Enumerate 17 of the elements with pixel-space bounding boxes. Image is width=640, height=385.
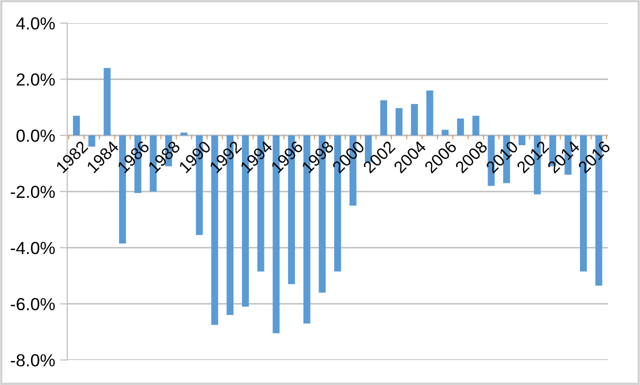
bar <box>180 132 188 136</box>
y-tick-label: -4.0% <box>10 242 55 254</box>
y-tick-label: 4.0% <box>16 17 55 30</box>
bar <box>472 116 480 136</box>
bar <box>410 104 418 136</box>
bar <box>380 100 388 136</box>
bar <box>442 130 449 136</box>
bar <box>72 116 80 136</box>
bar <box>104 68 111 136</box>
y-tick-label: 2.0% <box>16 73 55 86</box>
y-tick-label: 0.0% <box>16 130 55 142</box>
bar <box>396 108 403 136</box>
y-tick-label: -2.0% <box>10 186 55 198</box>
bar <box>457 118 464 136</box>
bar <box>426 90 434 136</box>
y-tick-label: -6.0% <box>10 298 55 310</box>
y-tick-label: -8.0% <box>10 354 55 366</box>
